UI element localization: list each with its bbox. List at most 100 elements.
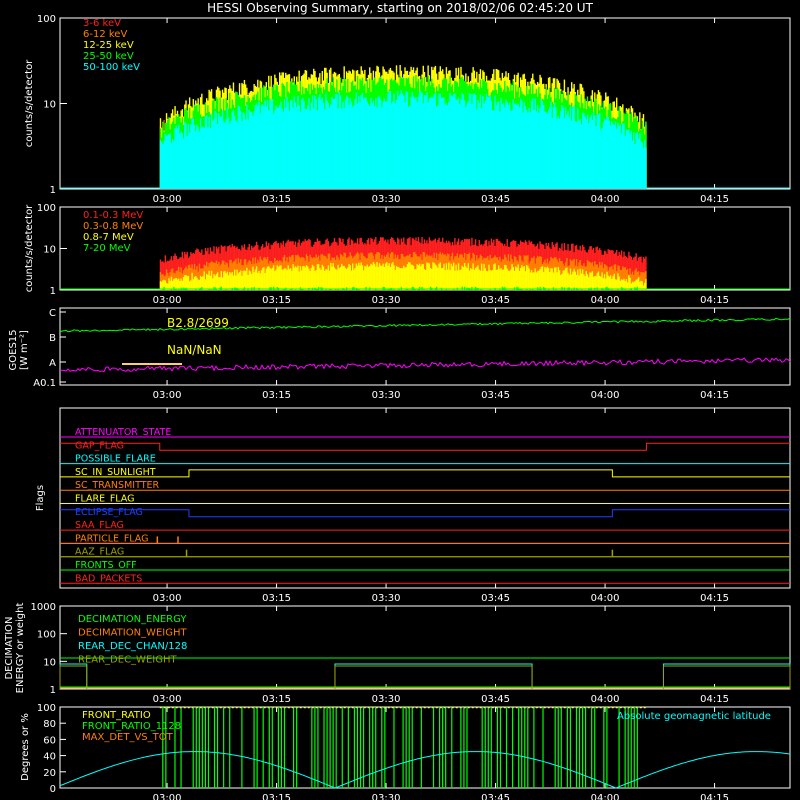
gamma-panel-bar: [540, 266, 542, 290]
gamma-panel-bar: [191, 272, 193, 290]
gamma-panel-bar: [289, 289, 292, 290]
gamma-panel-bar: [229, 272, 231, 290]
energy-panel-bar: [628, 129, 630, 189]
energy-panel-bar: [513, 103, 516, 189]
energy-panel-ytick-label: 10: [43, 100, 56, 111]
gamma-panel-bar: [494, 263, 496, 290]
gamma-panel-bar: [619, 270, 622, 290]
gamma-panel-bar: [434, 264, 437, 290]
gamma-panel-bar: [461, 286, 463, 290]
energy-panel-bar: [332, 99, 334, 189]
gamma-panel-bar: [270, 269, 272, 290]
gamma-panel-bar: [622, 266, 624, 290]
energy-panel-bar: [635, 133, 637, 189]
gamma-panel-bar: [379, 265, 382, 290]
gamma-panel-bar: [216, 272, 219, 290]
gamma-panel-bar: [272, 286, 275, 290]
energy-panel-bar: [400, 90, 403, 189]
gamma-panel-bar: [470, 268, 472, 290]
energy-panel-bar: [641, 142, 643, 189]
gamma-panel-bar: [299, 266, 302, 290]
energy-panel-bar: [443, 97, 445, 189]
gamma-panel-bar: [213, 274, 215, 290]
energy-panel-bar: [369, 106, 371, 189]
gamma-panel-bar: [572, 271, 574, 290]
gamma-panel-bar: [381, 266, 383, 290]
energy-panel-bar: [285, 107, 287, 189]
gamma-panel-bar: [401, 268, 404, 290]
energy-panel-bar: [596, 114, 598, 189]
energy-panel-bar: [418, 90, 421, 189]
energy-panel-bar: [232, 109, 235, 189]
energy-panel-bar: [258, 101, 260, 189]
gamma-panel-bar: [310, 267, 313, 290]
gamma-panel-bar: [539, 269, 541, 290]
energy-panel-bar: [216, 123, 219, 189]
gamma-panel-bar: [302, 266, 304, 290]
energy-panel-bar: [529, 111, 532, 189]
goes-panel-xtick-label: 03:00: [153, 390, 182, 401]
gamma-panel-bar: [484, 268, 487, 290]
energy-panel-bar: [343, 108, 345, 189]
energy-panel-bar: [595, 126, 597, 189]
gamma-panel-bar: [212, 262, 214, 290]
gamma-panel-bar: [477, 265, 479, 290]
gamma-panel-bar: [418, 286, 421, 290]
gamma-panel-bar: [456, 270, 459, 290]
energy-panel-bar: [519, 98, 522, 189]
gamma-panel-bar: [185, 275, 187, 290]
gamma-panel-bar: [373, 263, 376, 290]
gamma-panel-bar: [622, 279, 624, 290]
gamma-panel-bar: [508, 270, 511, 290]
energy-panel-bar: [376, 107, 378, 189]
energy-panel-bar: [164, 133, 167, 189]
gamma-panel-bar: [581, 269, 584, 290]
energy-panel-bar: [162, 143, 164, 189]
gamma-panel-bar: [505, 289, 507, 290]
gamma-panel-bar: [462, 267, 465, 290]
gamma-panel-bar: [411, 264, 414, 290]
gamma-panel-bar: [163, 286, 165, 290]
gamma-panel-bar: [534, 268, 536, 290]
energy-panel-bar: [574, 121, 577, 189]
gamma-panel-bar: [611, 265, 613, 290]
gamma-panel-bar: [274, 271, 276, 290]
gamma-panel-bar: [259, 256, 261, 290]
gamma-panel-bar: [612, 276, 614, 290]
gamma-panel-bar: [188, 264, 191, 290]
energy-panel-bar: [578, 120, 580, 189]
gamma-panel-bar: [473, 269, 476, 290]
ratios-panel-xtick-label: 03:30: [372, 793, 401, 800]
energy-panel-bar: [190, 124, 192, 189]
energy-panel-bar: [350, 101, 353, 189]
gamma-panel-bar: [298, 271, 300, 290]
gamma-panel-bar: [641, 281, 643, 290]
energy-panel-bar: [566, 114, 568, 189]
energy-panel-bar: [304, 108, 306, 189]
gamma-panel-bar: [333, 267, 336, 290]
gamma-panel-bar: [405, 267, 407, 290]
gamma-panel-bar: [159, 272, 162, 290]
gamma-panel-bar: [603, 274, 606, 290]
gamma-panel-bar: [493, 264, 495, 290]
flags-panel-label: PARTICLE_FLAG: [75, 533, 148, 544]
gamma-panel-bar: [555, 267, 557, 290]
gamma-panel-bar: [471, 286, 473, 290]
gamma-panel-bar: [220, 286, 222, 290]
energy-panel-ytick-label: 100: [37, 14, 56, 25]
gamma-panel-bar: [358, 262, 360, 290]
energy-panel-bar: [313, 108, 315, 189]
energy-panel-bar: [414, 98, 416, 189]
gamma-panel-bar: [237, 273, 240, 290]
gamma-panel-bar: [437, 267, 439, 290]
energy-panel-bar: [515, 103, 517, 189]
gamma-panel-bar: [533, 272, 535, 290]
ratios-panel-xtick-label: 03:15: [262, 793, 291, 800]
gamma-panel-bar: [487, 271, 489, 290]
gamma-panel-bar: [556, 272, 558, 290]
energy-panel-bar: [636, 131, 639, 189]
energy-panel-bar: [179, 133, 181, 189]
energy-panel-bar: [507, 105, 510, 189]
energy-panel-bar: [527, 112, 529, 189]
gamma-panel-bar: [215, 273, 218, 290]
